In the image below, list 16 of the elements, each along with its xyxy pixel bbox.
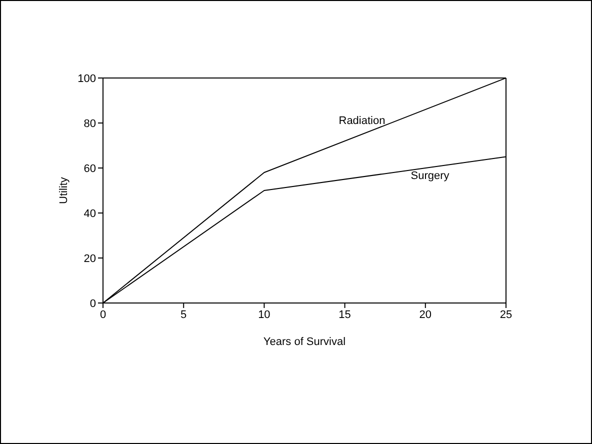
y-tick-label: 40 <box>84 208 96 220</box>
x-axis-title: Years of Survival <box>263 336 346 348</box>
y-tick-label: 20 <box>84 252 96 265</box>
y-tick-label: 60 <box>84 162 96 175</box>
x-tick-label: 0 <box>100 308 106 321</box>
y-tick-label: 0 <box>90 298 96 310</box>
y-axis-title: Utility <box>58 176 70 204</box>
x-tick-label: 10 <box>258 308 270 321</box>
x-tick-label: 25 <box>500 308 512 321</box>
y-tick-label: 100 <box>78 72 96 85</box>
series-label: Surgery <box>410 170 450 182</box>
x-tick-label: 5 <box>180 308 187 321</box>
y-tick-label: 80 <box>84 118 96 130</box>
x-tick-label: 15 <box>338 308 351 321</box>
series-label: Radiation <box>338 115 386 127</box>
x-tick-label: 20 <box>419 308 432 321</box>
